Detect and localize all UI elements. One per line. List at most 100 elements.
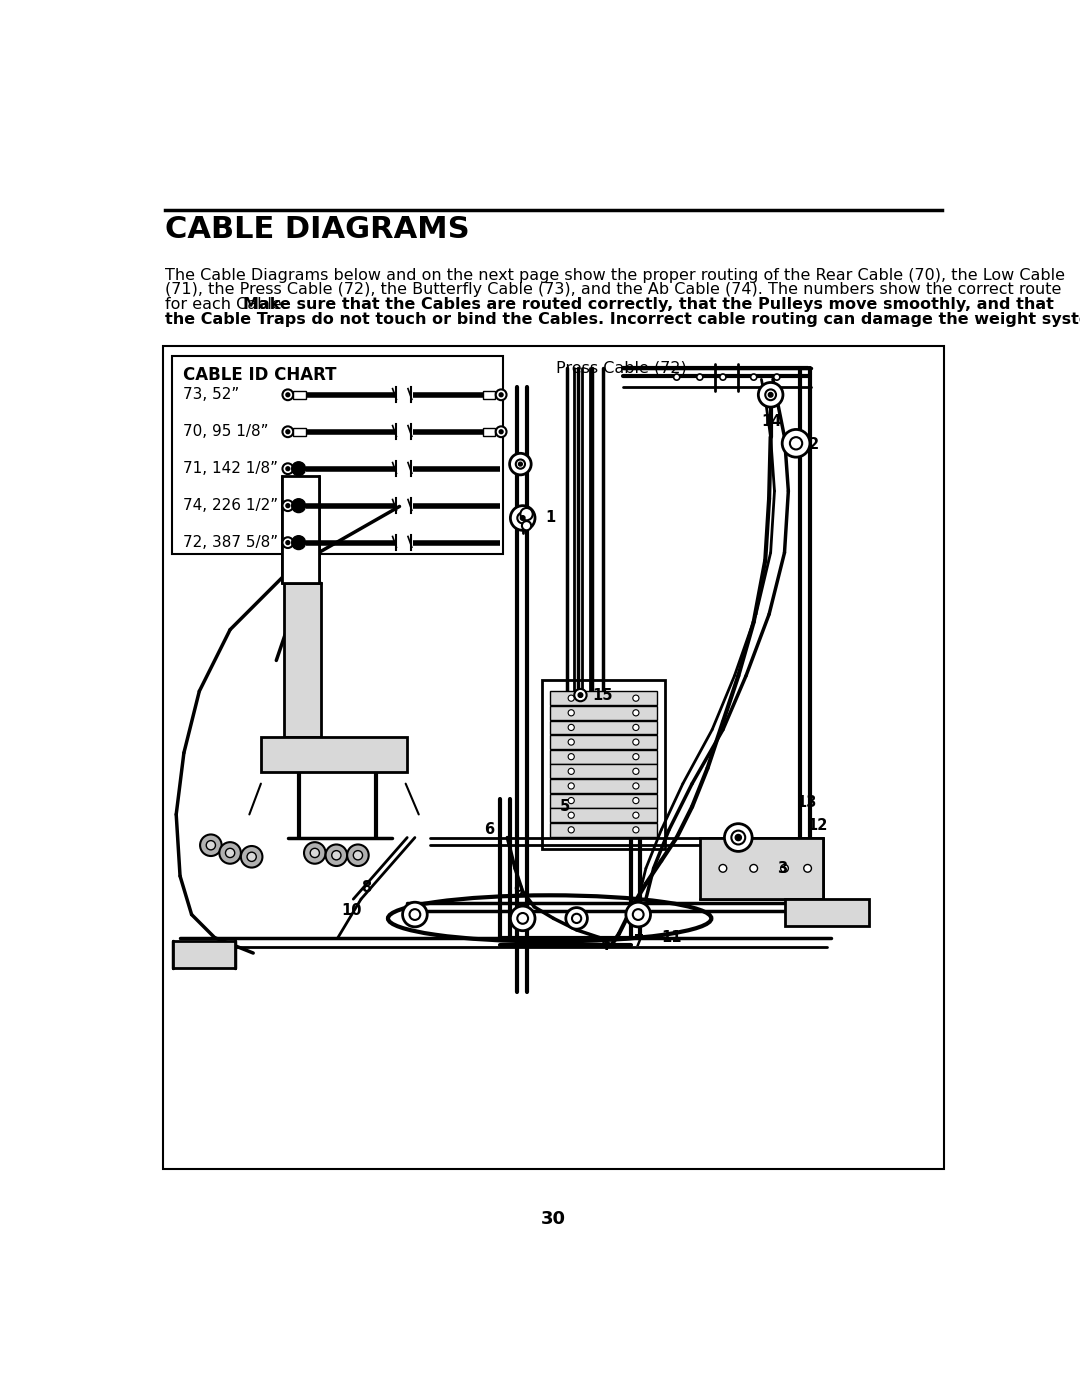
Bar	[261, 738, 407, 773]
Bar	[550, 764, 658, 778]
Bar	[483, 391, 495, 398]
Circle shape	[200, 834, 221, 856]
Circle shape	[226, 848, 234, 858]
Circle shape	[751, 374, 757, 380]
Bar	[542, 680, 665, 849]
Circle shape	[510, 453, 531, 475]
Circle shape	[241, 847, 262, 868]
Circle shape	[283, 390, 294, 400]
Text: 2: 2	[809, 437, 820, 453]
Circle shape	[633, 725, 639, 731]
Bar	[483, 427, 495, 436]
Circle shape	[633, 696, 639, 701]
Bar	[700, 838, 823, 900]
Text: for each Cable.: for each Cable.	[165, 298, 293, 312]
Circle shape	[511, 506, 535, 531]
Circle shape	[766, 390, 777, 400]
Circle shape	[568, 710, 575, 715]
Circle shape	[521, 509, 532, 520]
Circle shape	[283, 500, 294, 511]
Bar	[294, 391, 306, 398]
Circle shape	[633, 812, 639, 819]
Text: Make sure that the Cables are routed correctly, that the Pulleys move smoothly, : Make sure that the Cables are routed cor…	[243, 298, 1054, 312]
Circle shape	[516, 460, 525, 469]
Bar	[163, 346, 944, 1169]
Circle shape	[292, 535, 306, 549]
Bar	[283, 475, 320, 584]
Text: 7: 7	[634, 935, 645, 949]
Circle shape	[750, 865, 757, 872]
Circle shape	[517, 914, 528, 923]
Circle shape	[347, 844, 368, 866]
Circle shape	[206, 841, 216, 849]
Text: 10: 10	[341, 904, 362, 918]
Circle shape	[496, 426, 507, 437]
Circle shape	[292, 499, 306, 513]
Text: 30: 30	[541, 1210, 566, 1228]
Circle shape	[773, 374, 780, 380]
Circle shape	[568, 782, 575, 789]
Circle shape	[283, 464, 294, 474]
Text: the Cable Traps do not touch or bind the Cables. Incorrect cable routing can dam: the Cable Traps do not touch or bind the…	[165, 312, 1080, 327]
Text: 1: 1	[545, 510, 556, 525]
Circle shape	[283, 426, 294, 437]
Circle shape	[568, 827, 575, 833]
Circle shape	[782, 429, 810, 457]
Circle shape	[789, 437, 802, 450]
Circle shape	[568, 753, 575, 760]
Circle shape	[521, 515, 525, 520]
Circle shape	[633, 753, 639, 760]
Text: 71, 142 1/8”: 71, 142 1/8”	[184, 461, 279, 476]
Bar	[550, 692, 658, 705]
Circle shape	[568, 768, 575, 774]
Bar	[550, 809, 658, 823]
Bar	[550, 721, 658, 735]
Circle shape	[758, 383, 783, 407]
Circle shape	[286, 393, 289, 397]
Circle shape	[568, 798, 575, 803]
Circle shape	[403, 902, 428, 926]
Text: 72, 387 5/8”: 72, 387 5/8”	[184, 535, 279, 550]
Circle shape	[633, 768, 639, 774]
Bar	[550, 780, 658, 793]
Circle shape	[305, 842, 325, 863]
Circle shape	[496, 390, 507, 400]
Circle shape	[283, 538, 294, 548]
Circle shape	[719, 865, 727, 872]
Circle shape	[697, 374, 703, 380]
Circle shape	[781, 865, 788, 872]
Circle shape	[633, 739, 639, 745]
Circle shape	[286, 541, 289, 545]
Circle shape	[575, 689, 586, 701]
Text: 5: 5	[559, 799, 570, 814]
Text: 3: 3	[777, 861, 787, 876]
Text: 4: 4	[599, 937, 610, 953]
Text: 6: 6	[484, 823, 495, 837]
Bar	[550, 793, 658, 807]
Bar	[294, 427, 306, 436]
Bar	[173, 355, 503, 555]
Bar	[550, 750, 658, 764]
Circle shape	[219, 842, 241, 863]
Circle shape	[578, 693, 583, 697]
Circle shape	[517, 513, 528, 524]
Circle shape	[310, 848, 320, 858]
Text: (71), the Press Cable (72), the Butterfly Cable (73), and the Ab Cable (74). The: (71), the Press Cable (72), the Butterfl…	[165, 282, 1062, 298]
Circle shape	[804, 865, 811, 872]
Bar	[550, 735, 658, 749]
Circle shape	[731, 831, 745, 844]
Circle shape	[353, 851, 363, 861]
Circle shape	[735, 834, 741, 841]
Circle shape	[325, 844, 347, 866]
Text: 73, 52”: 73, 52”	[184, 387, 240, 402]
Text: CABLE ID CHART: CABLE ID CHART	[184, 366, 337, 384]
Text: 74, 226 1/2”: 74, 226 1/2”	[184, 499, 279, 513]
Circle shape	[286, 504, 289, 507]
Circle shape	[511, 907, 535, 930]
Circle shape	[725, 824, 752, 851]
Circle shape	[719, 374, 726, 380]
Bar	[550, 705, 658, 719]
Circle shape	[292, 462, 306, 475]
Bar	[784, 900, 869, 926]
Circle shape	[568, 696, 575, 701]
